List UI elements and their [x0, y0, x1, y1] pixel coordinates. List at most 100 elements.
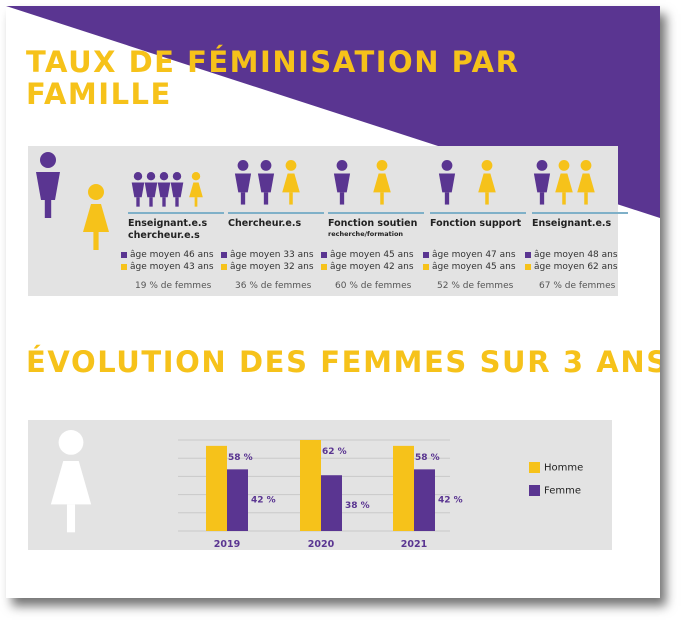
- age-swatch: [321, 263, 327, 270]
- bar-femme: [227, 469, 248, 531]
- age-swatch: [121, 263, 127, 270]
- women-average-age: âge moyen 45 ans: [423, 261, 516, 273]
- women-average-age: âge moyen 32 ans: [221, 261, 314, 273]
- man-icon: [234, 160, 252, 205]
- infographic-card: TAUX DE FÉMINISATION PAR FAMILLE Enseign…: [6, 6, 660, 598]
- age-swatch: [321, 251, 327, 258]
- data-label-homme: 62 %: [322, 447, 347, 457]
- women-percentage: 67 % de femmes: [539, 281, 616, 291]
- age-swatch: [121, 251, 127, 258]
- family-title: Enseignant.e.s chercheur.e.s: [128, 218, 228, 242]
- woman-icon: [373, 160, 391, 205]
- bar-femme: [321, 475, 342, 531]
- women-percentage: 60 % de femmes: [335, 281, 412, 291]
- age-text: âge moyen 45 ans: [330, 250, 414, 260]
- age-text: âge moyen 62 ans: [534, 262, 618, 272]
- men-average-age: âge moyen 33 ans: [221, 249, 314, 261]
- age-swatch: [525, 251, 531, 258]
- women-percentage: 19 % de femmes: [135, 281, 212, 291]
- woman-icon: [577, 160, 595, 205]
- family-panel: Enseignant.e.s chercheur.e.s âge moyen 46…: [28, 146, 628, 296]
- x-tick-label: 2020: [308, 539, 335, 550]
- family-title-text: Enseignant.e.s chercheur.e.s: [128, 218, 208, 241]
- age-text: âge moyen 42 ans: [330, 262, 414, 272]
- family-title: Enseignant.e.s: [532, 218, 632, 230]
- data-label-homme: 58 %: [415, 453, 440, 463]
- age-text: âge moyen 46 ans: [130, 250, 214, 260]
- man-icon: [438, 160, 456, 205]
- column-divider: [328, 212, 424, 214]
- large-woman-icon: [83, 184, 109, 250]
- family-icons: [533, 160, 595, 205]
- legend-swatch-femme: [529, 485, 540, 496]
- large-man-icon: [36, 152, 60, 218]
- woman-icon: [478, 160, 496, 205]
- column-divider: [430, 212, 526, 214]
- man-icon: [131, 172, 145, 207]
- legend-label-homme: Homme: [544, 462, 584, 474]
- woman-icon: [189, 172, 203, 207]
- man-icon: [533, 160, 551, 205]
- man-icon: [144, 172, 158, 207]
- man-icon: [333, 160, 351, 205]
- man-icon: [157, 172, 171, 207]
- evolution-panel: 58 % 42 % 2019 62 % 38 % 2020 58 % 42 % 2021 Hom…: [28, 420, 612, 550]
- men-average-age: âge moyen 46 ans: [121, 249, 214, 261]
- evolution-bar-chart: 58 % 42 % 2019 62 % 38 % 2020 58 % 42 % 2021: [178, 439, 463, 550]
- age-swatch: [525, 263, 531, 270]
- family-icons: [333, 160, 391, 205]
- age-text: âge moyen 48 ans: [534, 250, 618, 260]
- men-average-age: âge moyen 48 ans: [525, 249, 618, 261]
- data-label-femme: 38 %: [345, 501, 370, 511]
- section-title-evolution: ÉVOLUTION DES FEMMES SUR 3 ANS: [26, 345, 660, 379]
- family-title-text: Enseignant.e.s: [532, 218, 612, 229]
- women-average-age: âge moyen 62 ans: [525, 261, 618, 273]
- family-title: Fonction soutien recherche/formation: [328, 218, 428, 238]
- family-icons: [131, 172, 203, 207]
- family-subtitle: recherche/formation: [328, 230, 404, 238]
- family-title-text: Fonction soutien: [328, 218, 418, 229]
- section-title-feminisation: TAUX DE FÉMINISATION PAR FAMILLE: [26, 45, 520, 111]
- woman-figure: [50, 430, 92, 533]
- legend-swatch-homme: [529, 462, 540, 473]
- women-percentage: 36 % de femmes: [235, 281, 312, 291]
- bar-homme: [393, 445, 414, 531]
- legend-item-homme: Homme: [529, 462, 583, 474]
- woman-icon: [282, 160, 300, 205]
- women-average-age: âge moyen 42 ans: [321, 261, 414, 273]
- family-title: Chercheur.e.s: [228, 218, 328, 230]
- x-tick-label: 2019: [214, 539, 240, 550]
- age-text: âge moyen 33 ans: [230, 250, 314, 260]
- data-label-femme: 42 %: [438, 495, 463, 505]
- x-tick-label: 2021: [401, 539, 427, 550]
- age-swatch: [221, 263, 227, 270]
- family-icons: [438, 160, 496, 205]
- man-icon: [170, 172, 184, 207]
- bar-femme: [414, 469, 435, 531]
- bar-homme: [206, 445, 227, 531]
- age-text: âge moyen 45 ans: [432, 262, 516, 272]
- legend-item-femme: Femme: [529, 485, 581, 497]
- age-swatch: [423, 263, 429, 270]
- family-title: Fonction support: [430, 218, 530, 230]
- woman-figure-icon: [50, 430, 92, 533]
- data-label-femme: 42 %: [251, 495, 276, 505]
- family-icons: [234, 160, 300, 205]
- legend-label-femme: Femme: [544, 485, 581, 497]
- man-icon: [257, 160, 275, 205]
- column-divider: [532, 212, 628, 214]
- family-title-text: Fonction support: [430, 218, 522, 229]
- age-text: âge moyen 32 ans: [230, 262, 314, 272]
- women-percentage: 52 % de femmes: [437, 281, 514, 291]
- age-text: âge moyen 47 ans: [432, 250, 516, 260]
- column-divider: [228, 212, 324, 214]
- age-text: âge moyen 43 ans: [130, 262, 214, 272]
- family-title-text: Chercheur.e.s: [228, 218, 302, 229]
- column-divider: [128, 212, 224, 214]
- age-swatch: [423, 251, 429, 258]
- woman-icon: [555, 160, 573, 205]
- large-figures: [36, 152, 109, 250]
- men-average-age: âge moyen 45 ans: [321, 249, 414, 261]
- bar-homme: [300, 440, 321, 531]
